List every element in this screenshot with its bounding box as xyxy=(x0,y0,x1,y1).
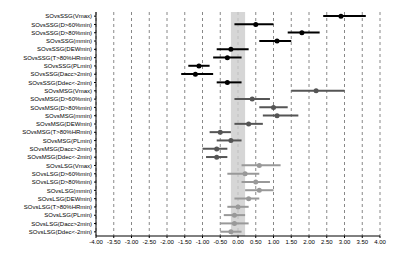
svg-text:-2.00: -2.00 xyxy=(160,239,174,245)
svg-text:4.00: 4.00 xyxy=(374,239,386,245)
svg-text:SOvsSSG(Vmax): SOvsSSG(Vmax) xyxy=(45,13,92,19)
svg-text:-4.00: -4.00 xyxy=(89,239,103,245)
svg-text:3.00: 3.00 xyxy=(339,239,351,245)
svg-text:-1.00: -1.00 xyxy=(196,239,210,245)
svg-text:SOvsMSG(T>80%HRmin): SOvsMSG(T>80%HRmin) xyxy=(22,129,92,135)
svg-text:SOvsSSG(mmin): SOvsSSG(mmin) xyxy=(46,38,92,44)
svg-text:-1.50: -1.50 xyxy=(178,239,192,245)
svg-text:SOvsSSG(D>80%min): SOvsSSG(D>80%min) xyxy=(31,30,92,36)
svg-text:1.00: 1.00 xyxy=(268,239,280,245)
svg-text:-3.50: -3.50 xyxy=(107,239,121,245)
svg-text:SOvsMSG(mmin): SOvsMSG(mmin) xyxy=(45,113,92,119)
svg-text:SOvsSSG(DEWmin): SOvsSSG(DEWmin) xyxy=(37,46,92,52)
svg-text:SOvsLSG(Ddec<-2min): SOvsLSG(Ddec<-2min) xyxy=(29,229,92,235)
svg-text:SOvsMSG(DEWmin): SOvsMSG(DEWmin) xyxy=(36,121,92,127)
svg-text:SOvsMSG(D>80%min): SOvsMSG(D>80%min) xyxy=(30,105,92,111)
svg-text:1.50: 1.50 xyxy=(285,239,297,245)
svg-text:0.50: 0.50 xyxy=(250,239,262,245)
svg-text:2.50: 2.50 xyxy=(321,239,333,245)
svg-text:-0.50: -0.50 xyxy=(213,239,227,245)
svg-text:SOvsSSG(Ddec<-2min): SOvsSSG(Ddec<-2min) xyxy=(28,80,92,86)
svg-text:SOvsLSG(Dacc>2min): SOvsLSG(Dacc>2min) xyxy=(31,221,92,227)
svg-text:SOvsLSG(D>80%min): SOvsLSG(D>80%min) xyxy=(32,179,92,185)
svg-text:3.50: 3.50 xyxy=(356,239,368,245)
svg-text:-2.50: -2.50 xyxy=(142,239,156,245)
svg-text:2.00: 2.00 xyxy=(303,239,315,245)
svg-text:SOvsMSG(PLmin): SOvsMSG(PLmin) xyxy=(43,138,92,144)
svg-text:SOvsSSG(D>60%min): SOvsSSG(D>60%min) xyxy=(31,22,92,28)
svg-text:SOvsSSG(Dacc>2min): SOvsSSG(Dacc>2min) xyxy=(30,71,92,77)
svg-text:SOvsLSG(mmin): SOvsLSG(mmin) xyxy=(47,188,92,194)
svg-text:SOvsMSG(Ddec<-2min): SOvsMSG(Ddec<-2min) xyxy=(27,154,92,160)
svg-text:SOvsLSG(Vmax): SOvsLSG(Vmax) xyxy=(46,163,92,169)
svg-text:SOvsSSG(PLmin): SOvsSSG(PLmin) xyxy=(44,63,92,69)
svg-text:-3.00: -3.00 xyxy=(125,239,139,245)
svg-text:SOvsLSG(DEWmin): SOvsLSG(DEWmin) xyxy=(38,196,92,202)
svg-text:SOvsMSG(Dacc>2min): SOvsMSG(Dacc>2min) xyxy=(29,146,92,152)
svg-text:0.00: 0.00 xyxy=(232,239,244,245)
svg-text:SOvsSSG(T>80%HRmin): SOvsSSG(T>80%HRmin) xyxy=(23,55,92,61)
svg-text:SOvsLSG(PLmin): SOvsLSG(PLmin) xyxy=(44,212,92,218)
svg-text:SOvsMSG(D>60%min): SOvsMSG(D>60%min) xyxy=(30,96,92,102)
svg-text:SOvsLSG(D>60%min): SOvsLSG(D>60%min) xyxy=(32,171,92,177)
svg-text:SOvsMSG(Vmax): SOvsMSG(Vmax) xyxy=(44,88,92,94)
svg-text:SOvsLSG(T>80%HRmin): SOvsLSG(T>80%HRmin) xyxy=(24,204,92,210)
